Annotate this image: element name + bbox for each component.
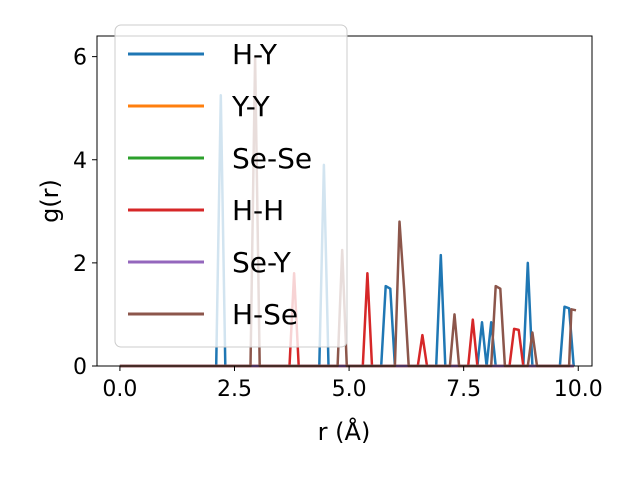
x-tick-label: 0.0: [102, 377, 137, 402]
y-tick-label: 2: [73, 252, 87, 277]
y-tick-label: 0: [73, 355, 87, 380]
series-line-h-h: [119, 271, 574, 368]
x-tick-label: 2.5: [217, 377, 252, 402]
y-tick-label: 6: [73, 46, 87, 71]
legend-label-h-y: H-Y: [232, 38, 278, 71]
y-tick-label: 4: [73, 149, 87, 174]
legend-box: [114, 24, 348, 348]
x-axis: 0.0 2.5 5.0 7.5 10.0: [102, 366, 603, 402]
x-tick-label: 5.0: [332, 377, 367, 402]
legend-label-h-se: H-Se: [232, 298, 298, 331]
x-tick-label: 10.0: [554, 377, 603, 402]
legend-label-y-y: Y-Y: [231, 90, 271, 123]
y-axis-label: g(r): [36, 179, 64, 223]
y-axis: 0 2 4 6: [73, 46, 97, 380]
legend: H-Y Y-Y Se-Se H-H Se-Y H-Se: [114, 24, 348, 348]
legend-label-h-h: H-H: [232, 194, 284, 227]
x-axis-label: r (Å): [318, 417, 371, 446]
x-tick-label: 7.5: [446, 377, 481, 402]
legend-label-se-se: Se-Se: [232, 142, 312, 175]
legend-label-se-y: Se-Y: [232, 246, 292, 279]
